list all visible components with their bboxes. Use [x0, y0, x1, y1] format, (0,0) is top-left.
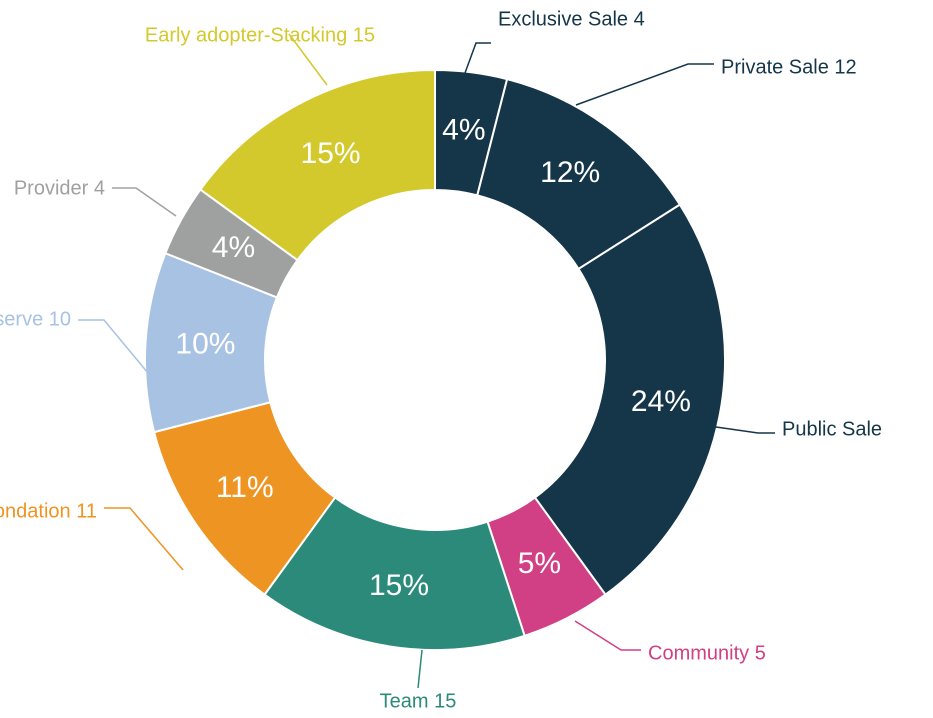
slice-label: 10%	[175, 327, 235, 360]
leader-line	[78, 320, 148, 373]
leader-label: Private Sale 12	[721, 56, 857, 78]
leader-label: Team 15	[380, 690, 457, 712]
slice-label: 12%	[540, 156, 600, 189]
leader-line	[104, 508, 183, 570]
leader-label: Reserve 10	[0, 308, 71, 330]
donut-chart: 4% 12% 24% 5% 15% 11% 10% 4% 15% Exclusive Sale …	[0, 0, 933, 718]
slice-label: 24%	[631, 385, 691, 418]
slice-label: 4%	[442, 114, 485, 147]
leader-line	[465, 43, 491, 73]
leader-line	[576, 64, 714, 105]
leader-label: Exclusive Sale 4	[498, 8, 645, 30]
leader-line	[112, 188, 176, 216]
leader-line	[716, 427, 775, 433]
leader-label: Community 5	[648, 642, 766, 664]
slice-label: 15%	[301, 137, 361, 170]
slice-label: 11%	[216, 471, 274, 504]
leader-line	[575, 621, 641, 650]
leader-label: Early adopter-Stacking 15	[145, 24, 375, 46]
leader-label: Provider 4	[14, 177, 105, 199]
slice-label: 15%	[369, 569, 429, 602]
leader-label: Public Sale	[782, 418, 882, 440]
leader-label: Fondation 11	[0, 500, 97, 522]
slice-label: 5%	[518, 547, 561, 580]
slice-label: 4%	[212, 231, 255, 264]
leader-line	[418, 650, 422, 688]
